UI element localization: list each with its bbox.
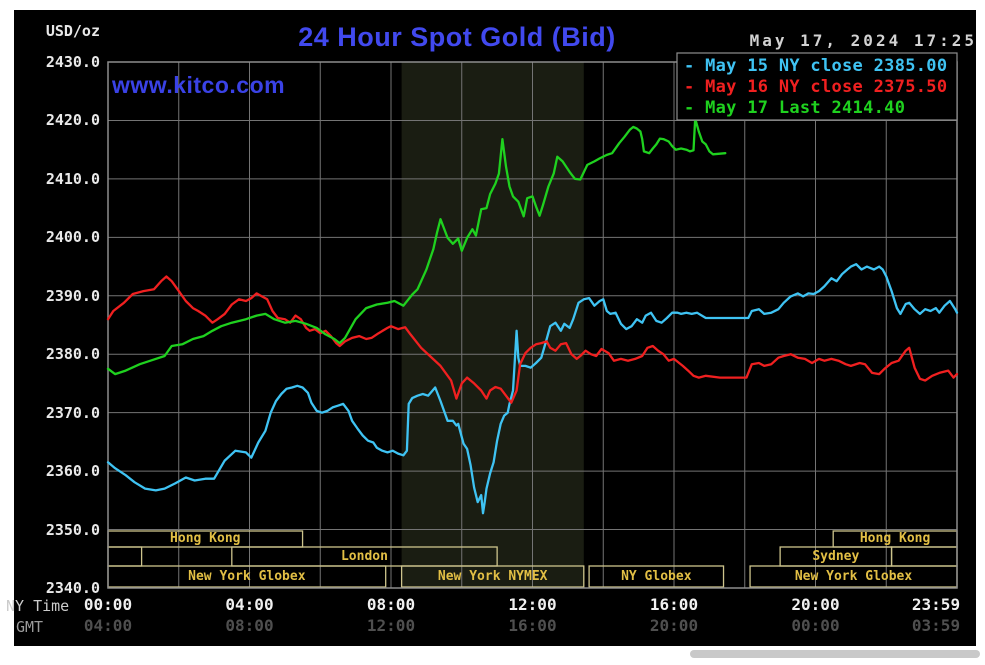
page-title: 24 Hour Spot Gold (Bid) (298, 22, 616, 52)
y-tick-label: 2390.0 (45, 286, 100, 305)
legend-box (676, 52, 958, 121)
session-label-hong-kong: Hong Kong (859, 531, 931, 546)
gmt-axis-label: GMT (16, 618, 44, 636)
ny-time-tick-label: 08:00 (366, 595, 416, 614)
session-label-sydney: Sydney (812, 549, 860, 564)
session-box (400, 565, 585, 588)
y-tick-label: 2360.0 (45, 462, 100, 481)
gmt-tick-label: 00:00 (791, 616, 840, 635)
ny-time-tick-label: 16:00 (649, 595, 699, 614)
session-box (107, 546, 143, 567)
ny-time-tick-label: 23:59 (911, 595, 961, 614)
gmt-tick-label: 08:00 (225, 616, 274, 635)
y-tick-label: 2410.0 (45, 169, 100, 188)
session-box (890, 546, 958, 567)
session-label-new-york-globex: New York Globex (188, 569, 306, 584)
legend-entry: - May 17 Last 2414.40 (684, 98, 906, 118)
datetime-label: May 17, 2024 17:25 (749, 31, 977, 50)
scrollbar-remnant (690, 650, 980, 658)
kitco-watermark: www.kitco.com (112, 72, 286, 98)
session-box (588, 565, 725, 588)
y-tick-label: 2420.0 (45, 111, 100, 130)
y-tick-label: 2350.0 (45, 520, 100, 539)
y-axis-unit-label: USD/oz (45, 22, 100, 40)
ny-time-tick-label: 04:00 (225, 595, 274, 614)
price-line-may-17 (106, 117, 727, 376)
session-label-new-york-globex: New York Globex (794, 569, 913, 584)
gmt-tick-label: 16:00 (508, 616, 557, 635)
ny-time-tick-label: 00:00 (83, 595, 133, 614)
session-label-hong-kong: Hong Kong (170, 531, 241, 546)
plot-border (107, 61, 958, 589)
session-label-new-york-nymex: New York NYMEX (437, 569, 548, 584)
y-tick-label: 2400.0 (45, 228, 100, 247)
gmt-tick-label: 03:59 (911, 616, 961, 635)
session-label-ny-globex: NY Globex (621, 569, 692, 584)
price-line-may-15 (106, 263, 959, 515)
gmt-tick-label: 04:00 (83, 616, 133, 635)
y-tick-label: 2430.0 (45, 53, 100, 71)
gmt-tick-label: 20:00 (649, 616, 699, 635)
y-tick-label: 2380.0 (45, 345, 100, 364)
legend-entry: - May 15 NY close 2385.00 (684, 56, 948, 76)
ny-time-tick-label: 12:00 (508, 595, 557, 614)
gmt-tick-label: 12:00 (366, 616, 416, 635)
ny-time-tick-label: 20:00 (791, 595, 840, 614)
legend-entry: - May 16 NY close 2375.50 (684, 77, 948, 97)
ny-time-axis-label: NY Time (6, 597, 70, 615)
y-tick-label: 2340.0 (45, 579, 100, 597)
price-line-may-16 (106, 275, 959, 404)
session-label-london: London (340, 549, 388, 564)
y-tick-label: 2370.0 (45, 403, 100, 422)
